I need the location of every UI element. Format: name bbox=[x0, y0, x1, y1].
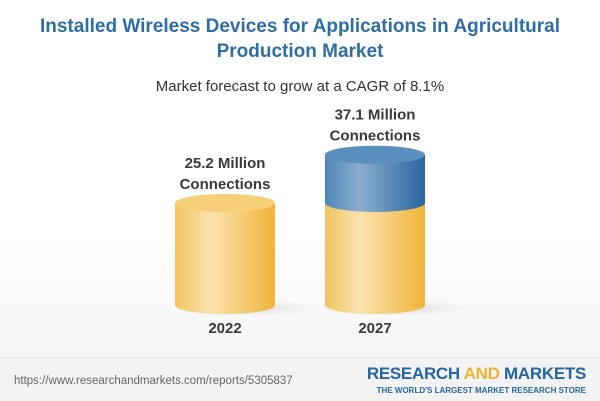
category-label-2022: 2022 bbox=[208, 320, 241, 337]
logo-text-research: RESEARCH bbox=[366, 364, 464, 383]
cylinder-growth-segment-2027 bbox=[325, 154, 425, 212]
cylinder-chart: 25.2 Million Connections 2022 37.1 Million C… bbox=[170, 107, 470, 337]
cylinder-top-2022 bbox=[175, 193, 275, 212]
footer: https://www.researchandmarkets.com/repor… bbox=[0, 357, 600, 401]
chart-subtitle: Market forecast to grow at a CAGR of 8.1… bbox=[155, 78, 445, 95]
value-label-2027: 37.1 Million bbox=[335, 107, 416, 124]
logo-tagline: THE WORLD'S LARGEST MARKET RESEARCH STOR… bbox=[376, 386, 586, 395]
chart-title: Installed Wireless Devices for Applicati… bbox=[39, 16, 560, 62]
cylinder-body-2022 bbox=[175, 202, 275, 314]
cylinder-base-segment-2027 bbox=[325, 202, 425, 314]
source-url[interactable]: https://www.researchandmarkets.com/repor… bbox=[14, 375, 293, 387]
value-label-2022: 25.2 Million bbox=[185, 155, 266, 172]
logo-text-and: AND bbox=[463, 364, 500, 383]
cylinder-top-2027 bbox=[325, 145, 425, 164]
category-label-2027: 2027 bbox=[358, 320, 391, 337]
value-label-2022: Connections bbox=[180, 176, 271, 193]
logo-text-markets: MARKETS bbox=[499, 364, 586, 383]
research-and-markets-logo: RESEARCH AND MARKETS THE WORLD'S LARGEST… bbox=[367, 364, 586, 395]
value-label-2027: Connections bbox=[330, 128, 421, 145]
